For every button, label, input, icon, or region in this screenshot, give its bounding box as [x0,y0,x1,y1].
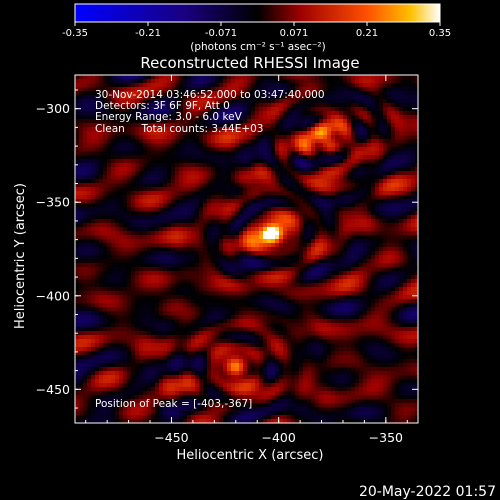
colorbar-tick-label: -0.35 [62,28,88,39]
colorbar-tick-label: 0.35 [429,28,451,39]
colorbar-tick-label: -0.071 [205,28,237,39]
y-tick-label: −300 [36,101,70,116]
chart-title: Reconstructed RHESSI Image [140,54,359,72]
plot-axes: −450 −400 −350 −300 −350 −400 −450 [36,75,418,445]
colorbar-ticks: -0.35 -0.21 -0.071 0.071 0.21 0.35 [62,22,451,39]
colorbar-unit-label: (photons cm⁻² s⁻¹ asec⁻²) [190,41,325,53]
footer-date: 20-May-2022 01:57 [359,484,496,500]
x-tick-label: −400 [261,430,295,445]
y-axis-label: Heliocentric Y (arcsec) [13,183,28,329]
colorbar-tick-label: 0.21 [356,28,378,39]
y-tick-label: −350 [36,195,70,210]
info-line-energy: Energy Range: 3.0 - 6.0 keV [95,111,243,123]
colorbar-tick-label: 0.071 [280,28,309,39]
info-line-detectors: Detectors: 3F 6F 9F, Att 0 [95,100,230,112]
x-tick-label: −350 [369,430,403,445]
peak-position-label: Position of Peak = [-403,-367] [95,398,252,410]
y-tick-label: −400 [36,288,70,303]
heatmap-image [75,75,418,423]
colorbar-tick-label: -0.21 [135,28,161,39]
x-axis-label: Heliocentric X (arcsec) [177,448,324,463]
info-line-time: 30-Nov-2014 03:46:52.000 to 03:47:40.000 [95,89,325,101]
info-line-clean: Clean Total counts: 3.44E+03 [95,123,264,135]
y-tick-label: −450 [36,382,70,397]
info-block: 30-Nov-2014 03:46:52.000 to 03:47:40.000… [95,89,325,135]
plot-frame [74,74,419,424]
colorbar [74,3,441,23]
x-tick-label: −450 [154,430,188,445]
